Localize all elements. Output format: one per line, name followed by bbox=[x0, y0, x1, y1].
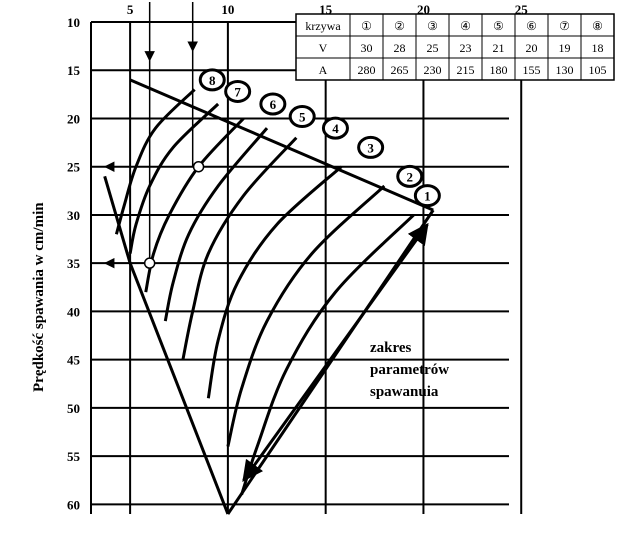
badge-label: 2 bbox=[407, 169, 414, 184]
annotation-line: zakres bbox=[370, 340, 412, 356]
badge-ring bbox=[396, 164, 424, 188]
badge-ring bbox=[224, 79, 252, 103]
table-a-value: 130 bbox=[556, 63, 574, 77]
badge-label: 4 bbox=[332, 121, 339, 136]
y-tick-label: 55 bbox=[67, 449, 81, 464]
y-tick-label: 15 bbox=[67, 63, 81, 78]
table-v-value: 25 bbox=[427, 41, 439, 55]
table-a-value: 105 bbox=[589, 63, 607, 77]
curve-badges: 12 3 4 5 6 7 8 bbox=[198, 68, 441, 208]
table-a-value: 180 bbox=[490, 63, 508, 77]
curve-badge-3: 3 bbox=[357, 135, 385, 159]
table-v-value: 28 bbox=[394, 41, 406, 55]
badge-label: 5 bbox=[299, 110, 306, 125]
curve-badge-4: 4 bbox=[321, 116, 349, 140]
badge-label: 6 bbox=[270, 97, 277, 112]
helper-point bbox=[143, 257, 156, 269]
badge-label: 8 bbox=[209, 73, 216, 88]
y-tick-label: 25 bbox=[67, 160, 81, 175]
curve-3 bbox=[206, 165, 343, 399]
y-tick-label: 10 bbox=[67, 15, 80, 30]
table-curve-id: ⑥ bbox=[526, 19, 537, 33]
table-frame bbox=[295, 13, 615, 81]
curve-4 bbox=[181, 136, 298, 360]
y-tick-label: 40 bbox=[67, 304, 80, 319]
table-a-value: 230 bbox=[424, 63, 442, 77]
table-v-value: 19 bbox=[559, 41, 571, 55]
badge-ring bbox=[198, 68, 226, 92]
badge-ring bbox=[288, 105, 316, 129]
table-a-value: 215 bbox=[457, 63, 475, 77]
envelope-left-line bbox=[128, 262, 230, 515]
parameter-table: krzywa VA ① 30 280 ② 28 265 ③ 25 230 ④ 23 215 ⑤ 21 180 ⑥ 2… bbox=[295, 13, 615, 81]
y-tick-label: 20 bbox=[67, 111, 80, 126]
envelope-tick bbox=[103, 175, 132, 264]
curve-badge-7: 7 bbox=[224, 79, 252, 103]
y-tick-label: 35 bbox=[67, 256, 81, 271]
y-tick-label: 50 bbox=[67, 401, 80, 416]
grid bbox=[91, 21, 523, 514]
table-curve-id: ⑤ bbox=[493, 19, 504, 33]
table-curve-id: ⑧ bbox=[592, 19, 603, 33]
table-row-label-a: A bbox=[319, 63, 328, 77]
table-v-value: 23 bbox=[460, 41, 472, 55]
table-v-value: 30 bbox=[361, 41, 373, 55]
badge-label: 7 bbox=[234, 84, 241, 99]
annotation-line: parametrów bbox=[370, 362, 449, 378]
annotations: zakres parametrów spawanuia bbox=[370, 340, 449, 400]
y-tick-label: 30 bbox=[67, 208, 80, 223]
table-curve-id: ④ bbox=[460, 19, 471, 33]
envelope-top-line bbox=[129, 78, 434, 212]
table-curve-id: ③ bbox=[427, 19, 438, 33]
table-v-value: 21 bbox=[493, 41, 505, 55]
y-tick-label: 60 bbox=[67, 497, 80, 512]
badge-ring bbox=[357, 135, 385, 159]
table-v-value: 20 bbox=[526, 41, 538, 55]
curve-badge-2: 2 bbox=[396, 164, 424, 188]
badge-ring bbox=[259, 92, 287, 116]
x-tick-label: 10 bbox=[221, 2, 234, 17]
curve-badge-8: 8 bbox=[198, 68, 226, 92]
table-v-value: 18 bbox=[592, 41, 604, 55]
annotation-line: spawanuia bbox=[370, 384, 439, 400]
badge-label: 1 bbox=[424, 189, 431, 204]
badge-label: 3 bbox=[367, 140, 374, 155]
range-arrow bbox=[242, 222, 429, 482]
curve-badge-1: 1 bbox=[413, 184, 441, 208]
table-a-value: 280 bbox=[358, 63, 376, 77]
badge-ring bbox=[321, 116, 349, 140]
helper-point bbox=[192, 160, 205, 173]
curve-badge-6: 6 bbox=[259, 92, 287, 116]
table-header-label: krzywa bbox=[305, 19, 341, 33]
curve-8 bbox=[114, 88, 196, 235]
curve-badge-5: 5 bbox=[288, 105, 316, 129]
y-tick-label: 45 bbox=[67, 353, 81, 368]
badge-ring bbox=[413, 184, 441, 208]
curve-5 bbox=[163, 127, 269, 322]
table-a-value: 155 bbox=[523, 63, 541, 77]
table-a-value: 265 bbox=[391, 63, 409, 77]
y-axis-label: Prędkość spawania w cm/min bbox=[31, 202, 47, 392]
table-curve-id: ⑦ bbox=[559, 19, 570, 33]
x-tick-label: 5 bbox=[127, 2, 134, 17]
table-curve-id: ② bbox=[394, 19, 405, 33]
table-row-label-v: V bbox=[319, 41, 328, 55]
curve-7 bbox=[128, 102, 220, 254]
table-curve-id: ① bbox=[361, 19, 372, 33]
parameter-envelope bbox=[103, 2, 435, 515]
